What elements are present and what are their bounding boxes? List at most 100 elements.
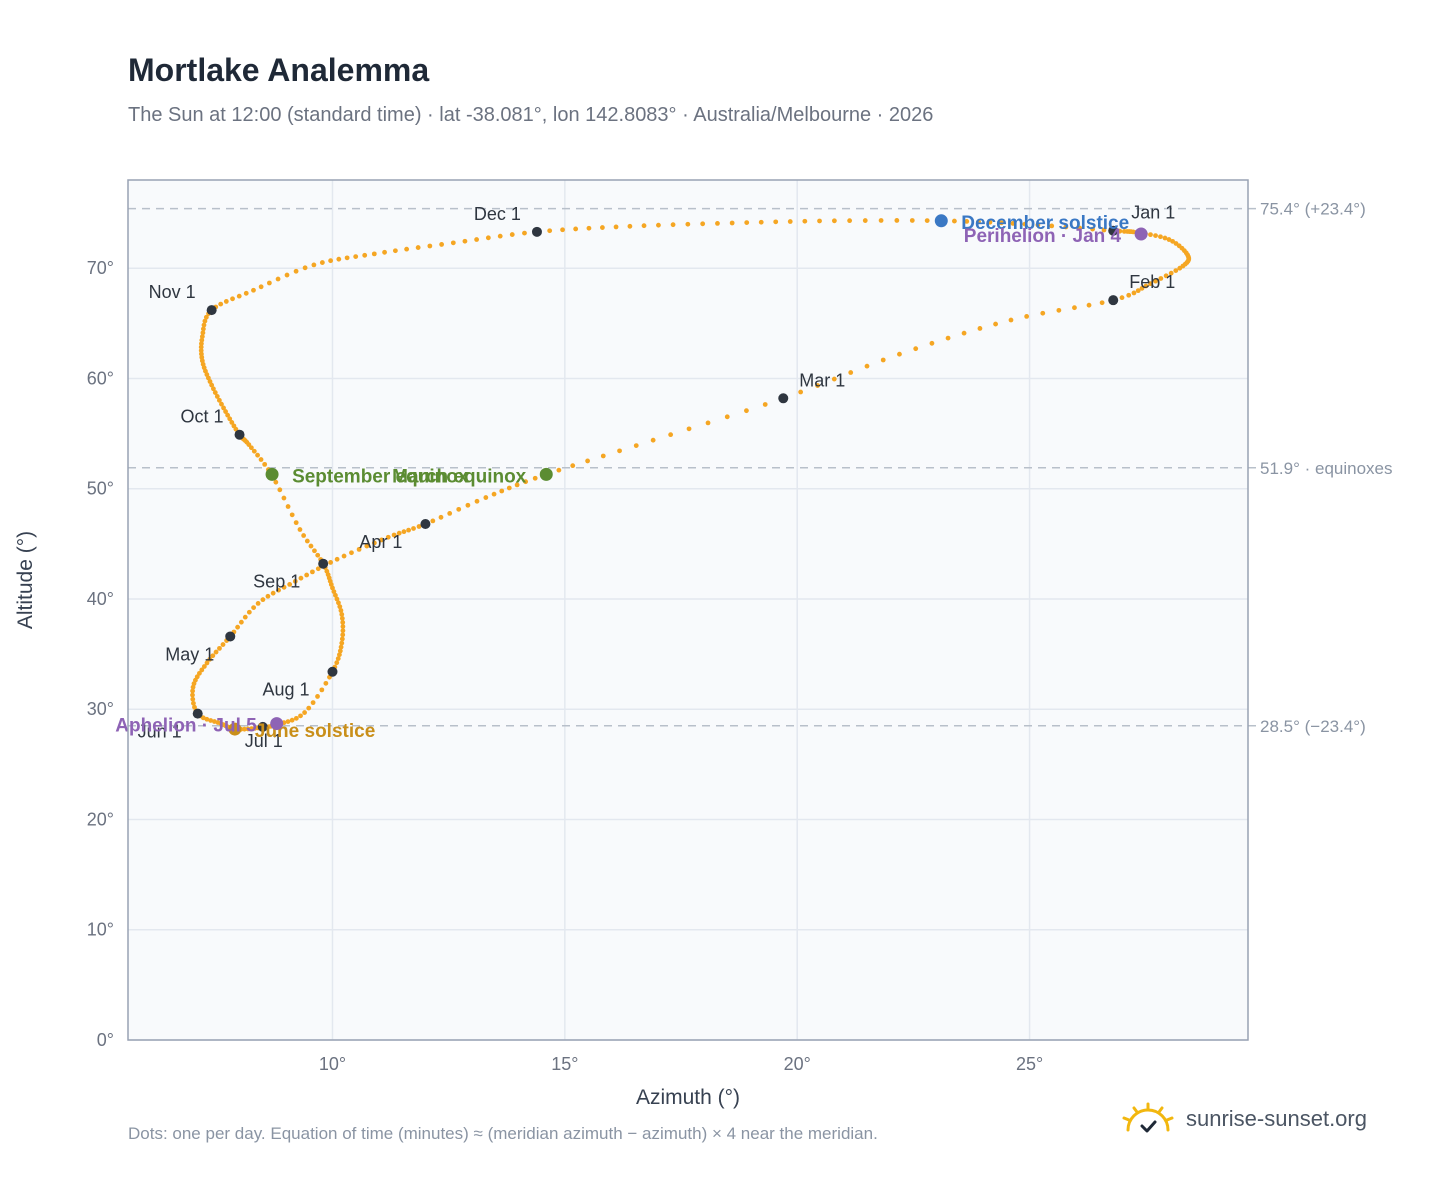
daily-dot xyxy=(340,624,346,629)
daily-dot xyxy=(292,578,298,584)
daily-dot xyxy=(340,628,346,634)
daily-dot xyxy=(1166,237,1172,242)
daily-dot xyxy=(1077,225,1083,231)
month-marker xyxy=(327,666,338,677)
daily-dot xyxy=(1024,314,1030,319)
daily-dot xyxy=(909,218,915,223)
daily-dot xyxy=(897,351,902,357)
daily-dot xyxy=(670,222,676,228)
daily-dot xyxy=(404,246,410,252)
brand[interactable]: sunrise-sunset.org xyxy=(1120,1102,1367,1136)
daily-dot xyxy=(993,321,998,327)
daily-dot xyxy=(705,420,711,426)
y-tick-label: 20° xyxy=(87,809,114,829)
daily-dot xyxy=(976,219,981,225)
daily-dot xyxy=(255,600,261,606)
daily-dot xyxy=(242,726,247,732)
daily-dot xyxy=(1040,310,1046,316)
daily-dot xyxy=(340,632,346,638)
sun-check-icon xyxy=(1122,1102,1174,1133)
month-marker xyxy=(234,429,245,440)
daily-dot xyxy=(1117,228,1123,234)
month-marker xyxy=(778,393,789,404)
daily-dot xyxy=(238,619,244,625)
daily-dot xyxy=(319,687,325,693)
daily-dot xyxy=(200,715,206,721)
daily-dot xyxy=(1063,224,1069,230)
daily-dot xyxy=(362,252,368,258)
daily-dot xyxy=(281,584,287,590)
daily-dot xyxy=(1153,233,1158,238)
y-tick-label: 50° xyxy=(87,479,114,499)
y-tick-label: 10° xyxy=(87,920,114,940)
x-tick-label: 15° xyxy=(551,1054,578,1074)
daily-dot xyxy=(298,575,304,581)
daily-dot xyxy=(560,227,565,233)
daily-dot xyxy=(1148,281,1153,287)
daily-dot xyxy=(929,340,935,346)
daily-dot xyxy=(427,243,433,249)
daily-dot xyxy=(379,537,384,543)
daily-dot xyxy=(1049,223,1055,229)
month-marker xyxy=(1108,295,1119,306)
x-axis-title: Azimuth (°) xyxy=(636,1086,740,1109)
daily-dot xyxy=(281,495,287,501)
event-marker xyxy=(228,722,242,736)
daily-dot xyxy=(773,219,779,225)
daily-dot xyxy=(276,587,281,593)
daily-dot xyxy=(1162,235,1168,241)
daily-dot xyxy=(216,397,222,403)
reference-line-label: 28.5° (−23.4°) xyxy=(1260,717,1366,736)
daily-dot xyxy=(1072,305,1077,311)
daily-dot xyxy=(217,645,222,651)
daily-dot xyxy=(744,220,750,226)
daily-dot xyxy=(945,335,951,341)
daily-dot xyxy=(293,715,299,721)
daily-dot xyxy=(798,389,804,395)
daily-dot xyxy=(831,376,837,382)
daily-dot xyxy=(339,612,345,617)
daily-dot xyxy=(1131,290,1137,296)
daily-dot xyxy=(297,527,303,532)
daily-dot xyxy=(1022,221,1028,227)
daily-dot xyxy=(315,552,321,558)
daily-dot xyxy=(334,596,340,602)
daily-dot xyxy=(650,437,656,443)
daily-dot xyxy=(328,560,334,565)
event-label: December solstice xyxy=(961,213,1129,234)
month-label: Nov 1 xyxy=(149,282,196,302)
daily-dot xyxy=(199,351,204,357)
daily-dot xyxy=(406,527,411,533)
daily-dot xyxy=(724,414,730,420)
daily-dot xyxy=(340,620,346,625)
daily-dot xyxy=(220,642,226,647)
daily-dot xyxy=(270,590,276,596)
daily-dot xyxy=(585,458,590,464)
daily-dot xyxy=(284,272,290,278)
daily-dot xyxy=(331,589,337,594)
daily-dot xyxy=(1158,276,1164,281)
daily-dot xyxy=(1148,232,1153,238)
daily-dot xyxy=(547,228,553,234)
daily-dot xyxy=(201,664,207,669)
daily-dot xyxy=(202,318,208,324)
daily-dot xyxy=(1119,295,1125,301)
daily-dot xyxy=(258,284,264,290)
daily-dot xyxy=(1010,221,1016,226)
daily-dot xyxy=(349,550,354,556)
daily-dot xyxy=(210,653,216,659)
month-label: May 1 xyxy=(165,644,214,664)
event-label: March equinox xyxy=(392,466,527,487)
daily-dot xyxy=(304,538,310,544)
daily-dot xyxy=(191,700,196,706)
daily-dot xyxy=(497,233,503,239)
daily-dot xyxy=(668,432,674,438)
daily-dot xyxy=(392,248,398,254)
daily-dot xyxy=(287,581,293,587)
daily-dot xyxy=(396,530,402,536)
daily-dot xyxy=(802,218,808,224)
daily-dot xyxy=(298,713,303,719)
daily-dot xyxy=(227,416,233,422)
daily-dot xyxy=(339,636,345,642)
daily-dot xyxy=(225,412,231,418)
